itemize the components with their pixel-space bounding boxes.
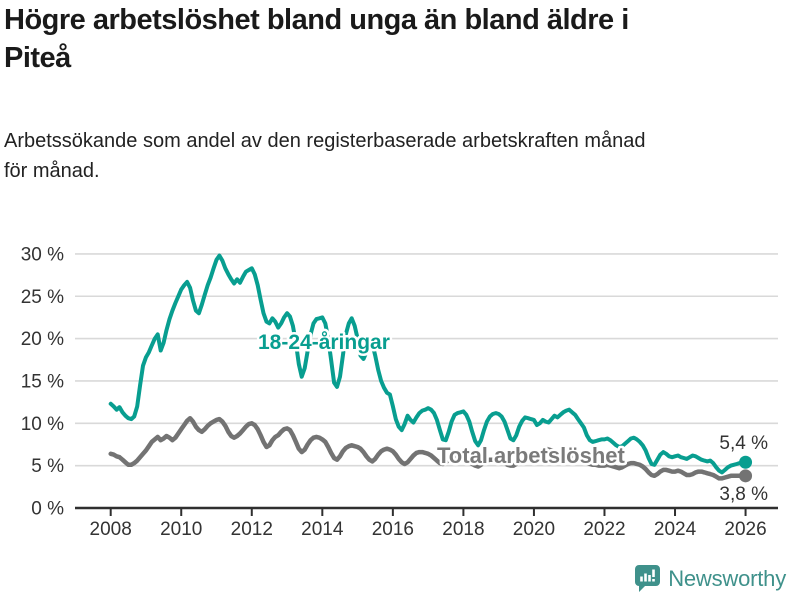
newsworthy-logo-icon [635,565,661,592]
newsworthy-brand-text[interactable]: Newsworthy [668,565,786,591]
chart-subtitle-line1: Arbetssökande som andel av den registerb… [4,130,646,152]
series-end-dot-total [739,469,753,483]
y-tick-label-20: 20 % [21,329,64,350]
y-tick-label-30: 30 % [21,244,64,265]
y-tick-label-0: 0 % [31,499,64,520]
x-tick-label-2024: 2024 [654,519,697,540]
logo-exclamation-bar [652,569,655,577]
x-tick-label-2026: 2026 [724,519,766,540]
x-tick-label-2018: 2018 [442,519,484,540]
series-label-youth: 18-24-åringar [258,331,390,354]
series-line-total [108,415,748,481]
x-tick-label-2016: 2016 [372,519,414,540]
series-end-dot-youth [739,455,753,469]
end-value-label-youth: 5,4 % [719,433,768,454]
series-label-total: Total arbetslöshet [437,443,626,468]
x-tick-label-2020: 2020 [513,519,555,540]
x-tick-label-2014: 2014 [301,519,344,540]
y-tick-label-15: 15 % [21,371,64,392]
logo-bar-2 [644,573,647,582]
page-title-line1: Högre arbetslöshet bland unga än bland ä… [4,4,629,36]
x-tick-label-2010: 2010 [160,519,202,540]
logo-bar-3 [648,575,651,582]
y-tick-label-5: 5 % [31,456,64,477]
end-value-label-total: 3,8 % [719,484,768,505]
chart-subtitle-line2: för månad. [4,160,100,182]
y-tick-label-25: 25 % [21,287,64,308]
x-tick-label-2012: 2012 [231,519,273,540]
logo-exclamation-dot [652,579,655,582]
x-tick-label-2008: 2008 [90,519,132,540]
x-tick-label-2022: 2022 [583,519,625,540]
newsworthy-attribution[interactable]: Newsworthy [635,565,786,592]
logo-bar-1 [640,576,643,582]
y-tick-label-10: 10 % [21,414,64,435]
chart-subtitle: Arbetssökande som andel av den registerb… [4,126,796,186]
page-title-line2: Piteå [4,42,71,74]
series-line-youth [108,253,748,475]
page-title: Högre arbetslöshet bland unga än bland ä… [4,1,796,77]
